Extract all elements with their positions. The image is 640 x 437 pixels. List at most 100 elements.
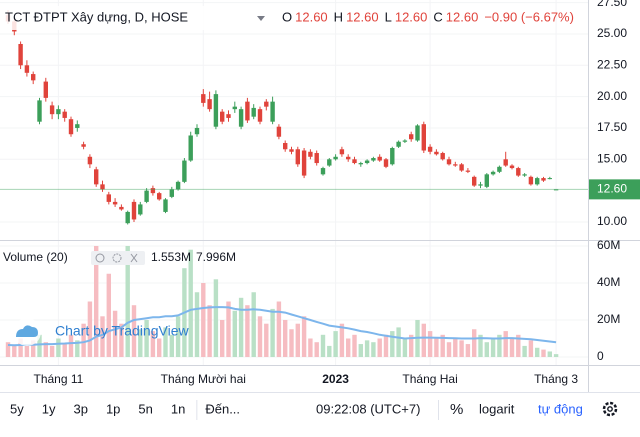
symbol-title[interactable]: TCT ĐTPT Xây dựng, D, HOSE	[5, 9, 188, 24]
change-value: −0.90 (−6.67%)	[484, 9, 574, 24]
ohlc-value: 12.60	[295, 9, 328, 24]
candle-body	[535, 178, 540, 185]
volume-bar	[427, 331, 433, 358]
price-tick-label: 10.00	[597, 214, 627, 228]
range-button[interactable]: 5n	[138, 401, 152, 416]
volume-title: Volume (20)	[3, 250, 68, 264]
volume-bar	[245, 305, 250, 358]
volume-bar	[308, 338, 313, 358]
candle-body	[301, 150, 307, 176]
volume-bar	[541, 349, 546, 358]
dropdown-arrow[interactable]	[257, 16, 265, 21]
range-button[interactable]: 1n	[171, 401, 185, 416]
volume-bar	[377, 338, 382, 358]
volume-bar	[232, 310, 237, 358]
volume-bar	[371, 342, 376, 358]
ohlc-value: 12.60	[446, 9, 479, 24]
volume-bar	[213, 279, 219, 358]
volume-bar	[157, 338, 162, 358]
settings-button[interactable]	[602, 401, 618, 417]
auto-toggle[interactable]: tự động	[538, 401, 583, 416]
volume-bar	[100, 316, 105, 358]
percent-toggle[interactable]: %	[450, 401, 463, 418]
candle-body	[427, 146, 433, 152]
volume-bar	[358, 344, 363, 358]
price-tick-label: 25.00	[597, 26, 627, 40]
range-button[interactable]: 1p	[106, 401, 120, 416]
candle-body	[453, 164, 458, 166]
range-button[interactable]: 5y	[10, 401, 24, 416]
volume-bar	[352, 334, 357, 358]
controls-box[interactable]	[91, 251, 145, 265]
candle-body	[238, 109, 244, 127]
volume-bar	[453, 338, 458, 358]
toolbar: 09:22:08 (UTC+7) % logarit tự động 5y 1y 3…	[10, 400, 618, 420]
candle-body	[522, 174, 527, 176]
volume-tick-label: 20M	[597, 312, 620, 326]
candle-body	[207, 99, 212, 110]
candle-body	[201, 94, 206, 103]
volume-bar	[131, 305, 137, 358]
volume-pane	[5, 245, 559, 358]
settings-icon[interactable]	[112, 253, 122, 263]
candle-body	[459, 164, 464, 171]
candle-body	[144, 190, 149, 202]
candle-body	[497, 166, 502, 172]
candle-body	[232, 106, 237, 110]
candle-body	[257, 109, 263, 122]
goto-button[interactable]: Đến...	[205, 401, 240, 416]
candle-body	[24, 65, 30, 73]
volume-bar	[138, 329, 143, 358]
gear-teeth[interactable]	[602, 401, 618, 417]
volume-bar	[24, 344, 30, 358]
volume-bar	[144, 320, 149, 358]
candle-body	[150, 188, 156, 194]
volume-bar	[188, 249, 193, 358]
candle-body	[478, 184, 483, 186]
volume-bar	[81, 323, 86, 358]
log-toggle[interactable]: logarit	[479, 401, 515, 416]
last-price-label: 12.60	[597, 182, 627, 196]
candle-body	[94, 169, 99, 185]
candle-body	[270, 101, 275, 122]
volume-bar	[421, 323, 426, 358]
volume-bar	[201, 282, 206, 358]
volume-bar	[207, 305, 212, 358]
volume-bar	[522, 345, 527, 358]
watermark[interactable]: Chart by TradingView	[13, 318, 189, 346]
volume-bar	[12, 345, 17, 358]
volume-bar	[75, 340, 80, 358]
candle-body	[163, 199, 168, 212]
candle-body	[434, 151, 439, 155]
eye-icon[interactable]	[95, 253, 105, 263]
last-price-tag	[589, 179, 640, 200]
volume-bar	[459, 340, 464, 358]
candle-body	[320, 168, 326, 175]
volume-bar	[409, 334, 414, 358]
volume-last: 1.553M	[151, 250, 191, 264]
volume-bar	[220, 320, 225, 358]
range-button[interactable]: 1y	[42, 401, 56, 416]
volume-bar	[226, 301, 231, 358]
candle-body	[553, 189, 559, 191]
candle-body	[169, 189, 174, 197]
volume-bar	[383, 334, 389, 358]
volume-bar	[87, 301, 93, 358]
volume-bar	[484, 342, 489, 358]
volume-bar	[163, 327, 168, 358]
volume-controls[interactable]	[91, 251, 145, 265]
close-icon[interactable]	[130, 253, 138, 263]
candle-body	[289, 149, 294, 152]
candle-body	[446, 159, 452, 165]
candle-body	[547, 178, 552, 180]
price-tick-label: 17.50	[597, 120, 627, 134]
volume-bar	[472, 329, 477, 358]
candle-body	[352, 159, 357, 164]
gear-hub[interactable]	[607, 406, 613, 412]
range-button[interactable]: 3p	[73, 401, 87, 416]
volume-bar	[49, 345, 55, 358]
candle-body	[409, 134, 414, 140]
candle-body	[390, 148, 395, 165]
volume-bar	[257, 316, 263, 358]
